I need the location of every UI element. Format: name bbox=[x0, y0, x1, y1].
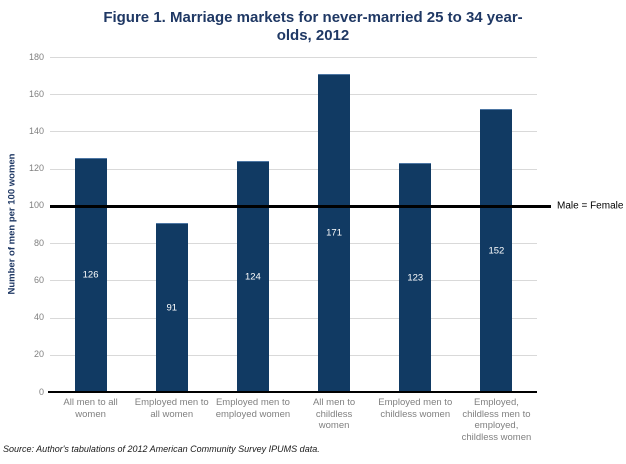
bar: 91 bbox=[155, 222, 188, 392]
category-label: Employed men to childless women bbox=[378, 397, 453, 420]
plot-area: 126 91 124 171 123 152 Male = Female bbox=[48, 57, 623, 393]
y-tick-label: 60 bbox=[33, 274, 44, 285]
category-labels: All men to all women Employed men to all … bbox=[50, 397, 537, 443]
y-tick-label: 160 bbox=[28, 88, 44, 99]
y-axis-tick-labels: 0 20 40 60 80 100 120 140 160 180 bbox=[0, 52, 44, 397]
bar-value-label: 91 bbox=[166, 302, 178, 314]
gridline bbox=[50, 317, 537, 319]
category-label: All men to childless women bbox=[312, 397, 356, 431]
bar: 152 bbox=[480, 109, 513, 392]
bar-value-label: 126 bbox=[82, 269, 99, 281]
gridline bbox=[50, 94, 537, 96]
y-tick-label: 80 bbox=[33, 237, 44, 248]
y-tick-label: 140 bbox=[28, 125, 44, 136]
category-label: Employed men to all women bbox=[134, 397, 209, 420]
gridline bbox=[50, 57, 537, 58]
category-label: All men to all women bbox=[63, 397, 118, 420]
y-tick-label: 40 bbox=[33, 312, 44, 323]
chart-title: Figure 1. Marriage markets for never-mar… bbox=[103, 9, 523, 44]
bar: 126 bbox=[74, 157, 107, 392]
bars-layer: 126 91 124 171 123 152 bbox=[50, 57, 537, 392]
bar: 124 bbox=[236, 161, 269, 392]
gridline bbox=[50, 354, 537, 356]
bar: 171 bbox=[318, 73, 351, 392]
y-tick-label: 20 bbox=[33, 349, 44, 360]
bar: 123 bbox=[399, 163, 432, 392]
gridline bbox=[50, 168, 537, 170]
reference-line: Male = Female bbox=[50, 201, 623, 212]
bar-value-label: 152 bbox=[488, 245, 505, 257]
gridline bbox=[50, 280, 537, 282]
category-label: Employed, childless men to employed, chi… bbox=[461, 397, 532, 443]
bar-value-label: 171 bbox=[326, 227, 342, 239]
gridline bbox=[50, 131, 537, 133]
y-tick-label: 100 bbox=[28, 200, 44, 211]
bar-value-label: 124 bbox=[244, 271, 261, 283]
x-axis-line bbox=[48, 391, 537, 393]
y-tick-label: 120 bbox=[28, 163, 44, 174]
bar-value-label: 123 bbox=[407, 272, 424, 284]
category-label: Employed men to employed women bbox=[215, 397, 291, 420]
reference-line-label: Male = Female bbox=[557, 200, 624, 212]
gridline bbox=[50, 243, 537, 245]
y-tick-label: 0 bbox=[38, 386, 44, 397]
y-tick-label: 180 bbox=[28, 51, 44, 62]
source-note: Source: Author's tabulations of 2012 Ame… bbox=[3, 444, 320, 454]
